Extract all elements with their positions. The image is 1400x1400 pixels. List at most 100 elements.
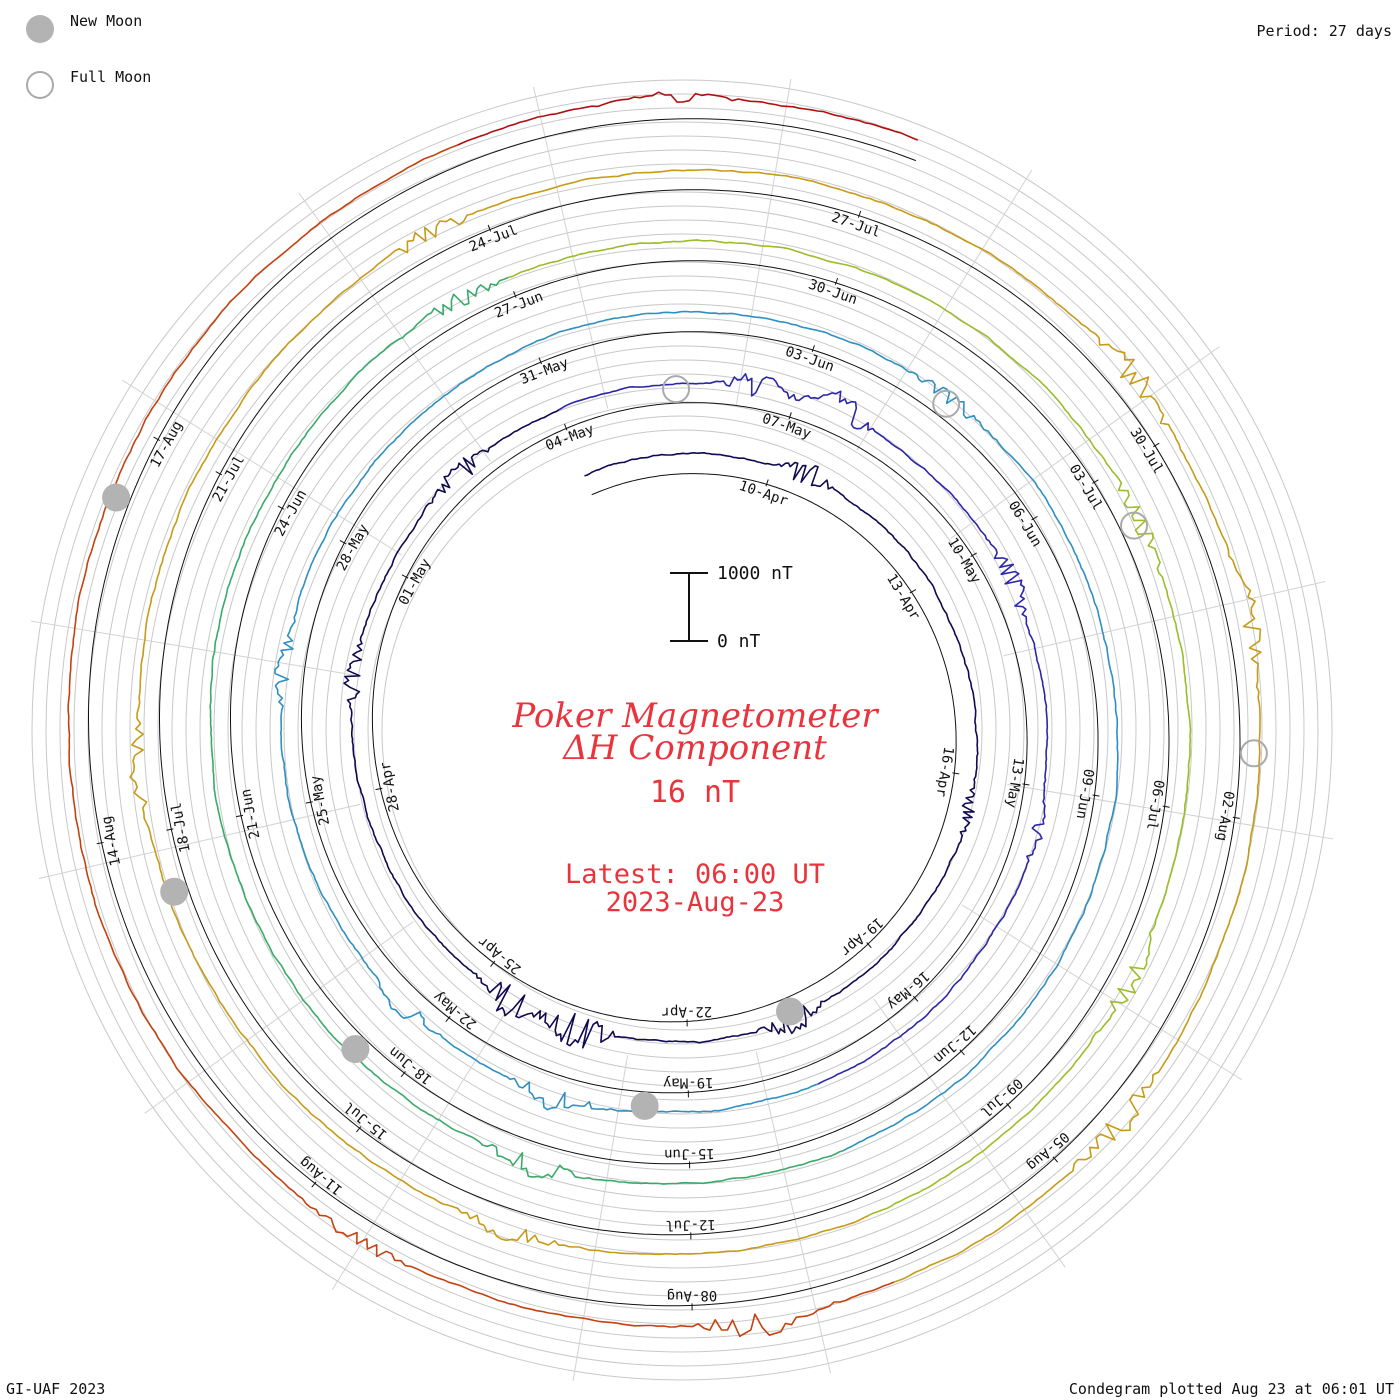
- date-tick: [1092, 794, 1100, 797]
- grid-spokes: [30, 78, 1334, 1382]
- date-tick: [400, 1071, 406, 1078]
- date-tick: [513, 291, 517, 298]
- trace-segment: [343, 409, 797, 1049]
- date-label: 02-Aug: [1213, 790, 1237, 842]
- credit-label: GI-UAF 2023: [6, 1380, 106, 1398]
- date-tick: [1031, 515, 1038, 521]
- grid-spoke: [961, 904, 1242, 1081]
- new-moon-marker: [341, 1035, 370, 1064]
- date-label: 15-Jul: [341, 1098, 390, 1142]
- grid-spoke: [144, 921, 414, 1114]
- grid-ring: [367, 415, 997, 1045]
- period-label: Period: 27 days: [1256, 22, 1392, 40]
- date-tick: [153, 436, 160, 441]
- date-tick: [909, 589, 917, 594]
- date-label: 16-Apr: [933, 745, 957, 797]
- grid-spoke: [950, 346, 1220, 539]
- trace-segment: [482, 168, 1262, 1283]
- date-label: 03-Jun: [783, 344, 836, 376]
- date-tick: [339, 539, 347, 545]
- grid-rings: [31, 79, 1333, 1381]
- new-moon-marker: [630, 1091, 659, 1120]
- date-label: 12-Jul: [665, 1216, 716, 1233]
- scale-bottom-label: 0 nT: [717, 631, 761, 652]
- date-tick: [1052, 1156, 1059, 1163]
- date-tick: [866, 942, 872, 949]
- grid-ring: [241, 289, 1123, 1171]
- plotted-label: Condegram plotted Aug 23 at 06:01 UT: [1068, 1380, 1394, 1398]
- baseline-spiral: [88, 118, 1241, 1307]
- date-tick: [236, 814, 244, 818]
- trace-segment: [584, 452, 979, 1030]
- grid-ring: [199, 247, 1165, 1213]
- new-moon-marker: [160, 877, 189, 906]
- trace-segment: [67, 144, 895, 1338]
- legend-new-moon: New Moon: [26, 12, 142, 45]
- date-label: 08-Aug: [667, 1287, 718, 1304]
- date-tick: [487, 224, 492, 232]
- grid-ring: [115, 163, 1249, 1297]
- grid-spoke: [533, 86, 609, 409]
- date-tick: [311, 1181, 317, 1188]
- grid-ring: [129, 177, 1235, 1283]
- new-moon-marker: [776, 997, 805, 1026]
- date-tick: [445, 1015, 451, 1023]
- date-tick: [563, 423, 568, 431]
- date-label: 27-Jul: [829, 209, 882, 241]
- date-tick: [305, 801, 313, 804]
- latest-time: Latest: 06:00 UT: [564, 859, 826, 890]
- trace-segment: [533, 310, 1119, 1152]
- grid-spoke: [755, 1051, 831, 1374]
- trace-segment: [209, 276, 844, 1185]
- date-label: 06-Jul: [1143, 779, 1167, 831]
- date-tick: [1092, 479, 1099, 484]
- trace-segment: [508, 239, 1192, 1217]
- grid-ring: [297, 345, 1067, 1115]
- date-label: 27-Jun: [492, 289, 545, 322]
- grid-ring: [381, 429, 983, 1031]
- date-label: 04-May: [543, 421, 596, 454]
- date-tick: [490, 960, 496, 967]
- date-tick: [401, 574, 409, 579]
- date-tick: [765, 479, 769, 487]
- date-label: 12-Jun: [930, 1021, 979, 1066]
- date-label: 09-Jun: [1073, 768, 1097, 820]
- date-label: 15-Jun: [664, 1145, 715, 1162]
- date-label: 18-Jul: [168, 801, 193, 854]
- date-tick: [96, 841, 104, 845]
- date-label: 10-Apr: [737, 478, 790, 510]
- date-label: 24-Jul: [467, 222, 520, 255]
- grid-spoke: [331, 1009, 508, 1290]
- grid-spoke: [38, 803, 361, 879]
- trace-segment: [558, 373, 1049, 1085]
- grid-ring: [353, 401, 1011, 1059]
- date-tick: [834, 277, 839, 285]
- date-label: 19-May: [663, 1074, 714, 1091]
- grid-spoke: [30, 620, 357, 677]
- moon-markers: [102, 375, 1268, 1120]
- date-label: 01-May: [396, 556, 435, 608]
- grid-ring: [45, 93, 1319, 1367]
- grid-spoke: [298, 192, 491, 462]
- date-tick: [952, 772, 960, 775]
- new-moon-icon: [26, 15, 54, 43]
- grid-spoke: [1007, 783, 1334, 840]
- date-tick: [375, 787, 383, 791]
- date-tick: [166, 828, 174, 831]
- date-tick: [215, 471, 223, 476]
- date-label: 22-Apr: [661, 1003, 712, 1020]
- date-label: 19-Apr: [837, 914, 886, 959]
- date-tick: [1006, 1102, 1012, 1109]
- grid-ring: [325, 373, 1039, 1087]
- trace-segment: [129, 209, 869, 1256]
- date-label: 13-May: [1003, 756, 1027, 808]
- legend-full-moon: Full Moon: [26, 68, 151, 101]
- grid-ring: [87, 135, 1277, 1325]
- grid-ring: [59, 107, 1305, 1353]
- title-line-2: ΔH Component: [563, 728, 827, 768]
- date-tick: [970, 552, 977, 557]
- date-tick: [277, 505, 285, 510]
- grid-ring: [269, 317, 1095, 1143]
- date-tick: [356, 1126, 362, 1133]
